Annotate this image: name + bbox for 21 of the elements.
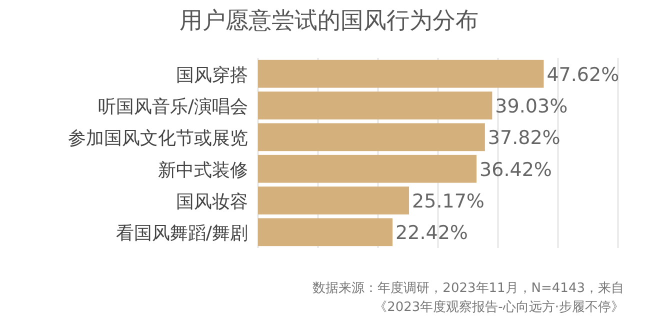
bar	[258, 186, 410, 214]
data-label: 25.17%	[412, 190, 484, 212]
bar	[258, 123, 485, 152]
bar	[258, 218, 393, 246]
source-note: 数据来源：年度调研，2023年11月，N=4143，来自	[312, 280, 624, 296]
chart-title: 用户愿意尝试的国风行为分布	[180, 8, 478, 34]
data-label: 47.62%	[546, 64, 620, 86]
data-label: 22.42%	[396, 222, 468, 244]
y-tick-label: 新中式装修	[158, 160, 248, 181]
bar	[258, 60, 544, 88]
data-label: 36.42%	[480, 158, 552, 181]
y-tick-label: 听国风音乐/演唱会	[98, 96, 248, 118]
bar	[258, 154, 477, 183]
data-label: 39.03%	[495, 96, 568, 118]
y-tick-label: 参加国风文化节或展览	[68, 128, 248, 150]
text: 《2023年度观察报告-心向远方·步履不停》	[374, 299, 624, 315]
y-tick-label: 国风妆容	[176, 192, 248, 212]
data-label: 37.82%	[488, 127, 560, 150]
y-tick-label: 看国风舞蹈/舞剧	[116, 223, 248, 244]
bar	[258, 92, 492, 120]
y-tick-label: 国风穿搭	[176, 64, 248, 86]
